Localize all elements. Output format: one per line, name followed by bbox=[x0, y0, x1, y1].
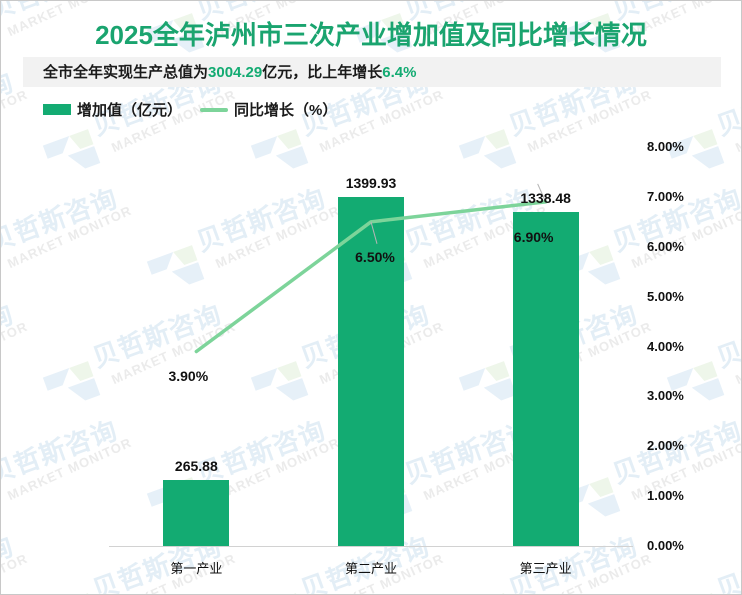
legend-label-bar: 增加值（亿元） bbox=[77, 102, 183, 119]
x-axis-baseline bbox=[109, 546, 633, 547]
label-leader-line bbox=[537, 183, 547, 203]
chart-subtitle: 全市全年实现生产总值为3004.29亿元，比上年增长6.4% bbox=[43, 61, 416, 82]
x-axis-label-1: 第一产业 bbox=[170, 561, 223, 576]
legend-label-line: 同比增长（%） bbox=[234, 102, 338, 119]
bar-swatch-icon bbox=[43, 104, 71, 115]
label-leader-line bbox=[370, 221, 378, 244]
y-axis-right-tick: 1.00% bbox=[647, 488, 684, 504]
legend-item-line[interactable]: 同比增长（%） bbox=[200, 99, 337, 120]
y-axis-right-tick: 5.00% bbox=[647, 288, 684, 304]
chart-title: 2025全年泸州市三次产业增加值及同比增长情况 bbox=[95, 20, 647, 50]
x-axis-label-3: 第三产业 bbox=[519, 561, 572, 576]
y-axis-right-tick: 3.00% bbox=[647, 388, 684, 404]
growth-value-label: 6.90% bbox=[513, 228, 554, 245]
legend-item-bar[interactable]: 增加值（亿元） bbox=[43, 99, 182, 120]
y-axis-right-tick: 2.00% bbox=[647, 438, 684, 454]
line-swatch-icon bbox=[200, 107, 229, 112]
bar-value-label: 1338.48 bbox=[520, 190, 571, 207]
growth-value-label: 3.90% bbox=[168, 368, 209, 385]
x-axis-label-2: 第二产业 bbox=[344, 561, 397, 576]
subtitle-middle: 亿元，比上年增长 bbox=[262, 64, 383, 81]
y-axis-right-tick: 0.00% bbox=[647, 538, 684, 553]
chart-legend: 增加值（亿元） 同比增长（%） bbox=[43, 99, 337, 120]
subtitle-prefix: 全市全年实现生产总值为 bbox=[43, 64, 209, 81]
bar-value-label: 265.88 bbox=[174, 457, 218, 474]
subtitle-band bbox=[23, 57, 721, 87]
y-axis-right-tick: 4.00% bbox=[647, 338, 684, 354]
y-axis-right-tick: 6.00% bbox=[647, 238, 684, 254]
subtitle-growth-value: 6.4% bbox=[382, 64, 417, 81]
y-axis-right-tick: 7.00% bbox=[647, 188, 684, 204]
subtitle-gdp-value: 3004.29 bbox=[208, 64, 263, 81]
bar-value-label: 1399.93 bbox=[345, 174, 397, 191]
growth-value-label: 6.50% bbox=[355, 248, 395, 265]
